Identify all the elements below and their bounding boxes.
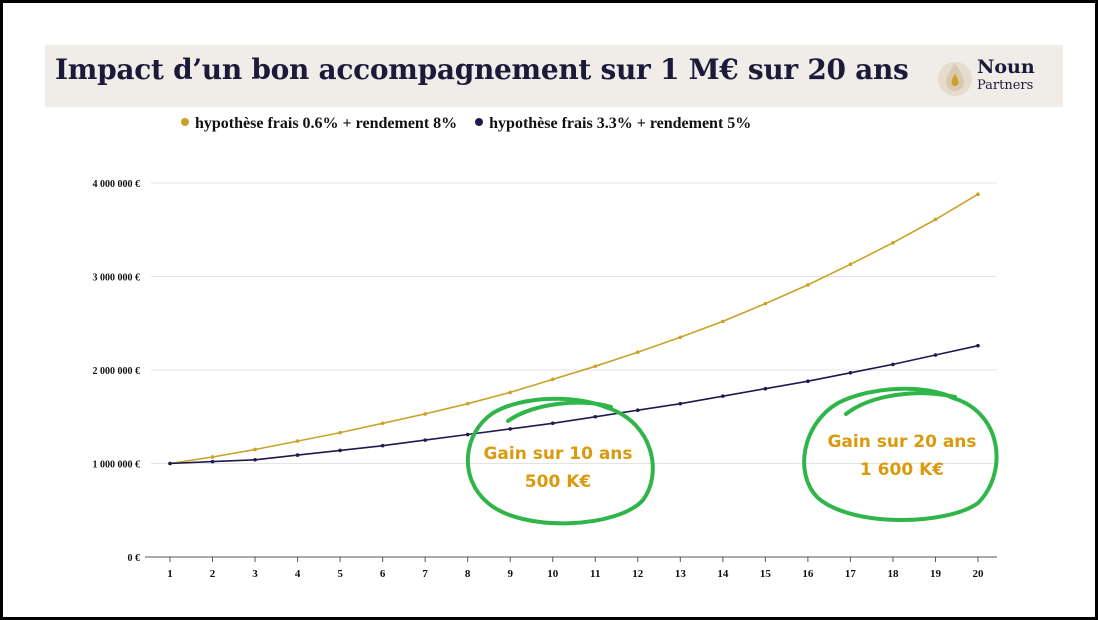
x-tick-label: 15	[760, 568, 772, 580]
data-point-series-1	[976, 192, 980, 197]
y-tick-label: 3 000 000 €	[93, 273, 141, 284]
annotation-circle-20-years	[802, 386, 999, 522]
data-point-series-2	[423, 438, 427, 442]
x-tick-label: 19	[930, 568, 942, 580]
data-point-series-1	[338, 430, 342, 435]
annotation-line-1: Gain sur 10 ans	[483, 444, 633, 464]
data-point-series-2	[848, 371, 853, 375]
x-tick-label: 2	[210, 568, 216, 580]
y-tick-label: 0 €	[128, 553, 141, 564]
x-tick-label: 14	[717, 568, 729, 580]
annotation-circle-10-years	[465, 396, 655, 526]
data-point-series-1	[933, 217, 938, 222]
y-tick-label: 2 000 000 €	[93, 366, 141, 377]
data-point-series-1	[508, 390, 513, 395]
data-point-series-2	[976, 343, 980, 348]
data-point-series-1	[550, 377, 555, 382]
data-point-series-1	[465, 401, 470, 406]
data-point-series-1	[295, 439, 300, 443]
x-tick-label: 8	[465, 568, 471, 580]
data-point-series-1	[721, 319, 725, 324]
data-point-series-2	[338, 448, 342, 453]
data-point-series-1	[763, 301, 768, 306]
drop-logo-icon	[938, 62, 972, 96]
legend-item-series-1: hypothèse frais 0.6% + rendement 8%	[181, 115, 457, 133]
data-point-series-1	[593, 364, 598, 369]
annotation-20-years: Gain sur 20 ans 1 600 K€	[807, 428, 997, 484]
x-tick-label: 13	[675, 568, 687, 580]
x-tick-label: 16	[802, 568, 814, 580]
data-point-series-2	[678, 401, 683, 406]
data-point-series-1	[210, 455, 215, 459]
legend-label: hypothèse frais 0.6% + rendement 8%	[195, 115, 458, 132]
data-point-series-2	[168, 461, 172, 466]
title-bar: Impact d’un bon accompagnement sur 1 M€ …	[45, 45, 1063, 107]
data-point-series-2	[635, 408, 640, 413]
series-line-2	[169, 344, 979, 465]
data-point-series-1	[380, 421, 385, 426]
series-line-1	[169, 193, 979, 465]
data-point-series-2	[593, 414, 598, 419]
x-tick-label: 7	[422, 568, 428, 580]
y-tick-label: 4 000 000 €	[93, 179, 141, 190]
x-tick-label: 1	[167, 568, 173, 580]
logo-name: Noun	[977, 56, 1035, 78]
chart-title: Impact d’un bon accompagnement sur 1 M€ …	[55, 53, 909, 86]
data-point-series-2	[380, 443, 385, 448]
data-point-series-2	[763, 386, 768, 391]
x-tick-label: 4	[295, 568, 301, 580]
logo-subname: Partners	[977, 78, 1034, 93]
data-point-series-1	[678, 335, 683, 340]
data-point-series-2	[508, 427, 513, 431]
x-tick-label: 3	[252, 568, 258, 580]
data-point-series-2	[550, 421, 555, 426]
data-point-series-2	[806, 379, 810, 384]
x-tick-label: 9	[507, 568, 513, 580]
y-tick-label: 1 000 000 €	[93, 460, 141, 471]
data-point-series-2	[295, 453, 300, 457]
legend-item-series-2: hypothèse frais 3.3% + rendement 5%	[475, 115, 751, 133]
data-point-series-2	[465, 432, 470, 437]
data-point-series-2	[253, 457, 257, 462]
data-point-series-1	[806, 283, 810, 287]
data-point-series-1	[891, 241, 895, 245]
data-point-series-2	[891, 362, 895, 367]
brand-logo: Noun Partners	[935, 55, 1045, 99]
data-point-series-2	[933, 353, 938, 357]
legend-dot-icon	[475, 118, 484, 126]
data-point-series-1	[635, 350, 640, 355]
x-tick-label: 20	[973, 568, 985, 580]
x-tick-label: 18	[887, 568, 899, 580]
data-point-series-1	[423, 412, 427, 416]
x-tick-label: 6	[380, 568, 386, 580]
x-tick-label: 10	[547, 568, 559, 580]
x-tick-label: 5	[337, 568, 343, 580]
chart-legend: hypothèse frais 0.6% + rendement 8% hypo…	[181, 115, 765, 133]
legend-dot-icon	[181, 118, 189, 126]
annotation-line-2: 500 K€	[524, 472, 592, 492]
annotation-10-years: Gain sur 10 ans 500 K€	[463, 440, 653, 496]
annotation-line-1: Gain sur 20 ans	[827, 432, 977, 452]
x-tick-label: 11	[590, 568, 600, 580]
x-tick-label: 12	[632, 568, 644, 580]
data-point-series-1	[848, 262, 853, 267]
data-point-series-2	[210, 459, 215, 464]
data-point-series-2	[721, 394, 725, 398]
data-point-series-1	[253, 447, 257, 452]
x-tick-label: 17	[845, 568, 857, 580]
legend-label: hypothèse frais 3.3% + rendement 5%	[489, 115, 752, 132]
line-chart: 0 € 1 000 000 € 2 000 000 € 3 000 000 € 4 00…	[93, 179, 999, 580]
annotation-line-2: 1 600 K€	[859, 460, 945, 480]
